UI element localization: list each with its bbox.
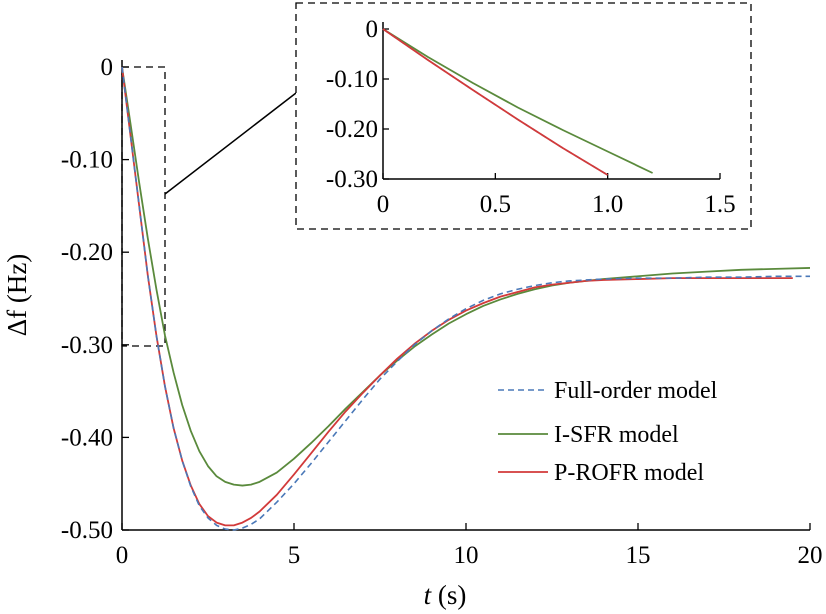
y-tick-label: -0.40: [61, 424, 113, 451]
y-tick-label: 0: [101, 54, 114, 81]
legend-label-p-rofr: P-ROFR model: [554, 460, 704, 486]
series-line-full-order-model: [121, 66, 810, 531]
y-ticks: 0 -0.10 -0.20 -0.30 -0.40 -0.50: [61, 54, 129, 544]
y-tick-label: -0.20: [61, 239, 113, 266]
x-tick-label: 20: [798, 542, 823, 569]
series-line-p-rofr-model: [121, 66, 793, 527]
inset-series-line-i-sfr-model: [382, 28, 653, 174]
inset-chart: 0 0.5 1.0 1.5 0 -0.10 -0.20 -0.30: [295, 2, 752, 230]
inset-y-tick-label: 0: [366, 16, 379, 43]
zoom-region-box: [121, 66, 166, 347]
legend-entry-full-order: Full-order model: [498, 378, 718, 404]
x-tick-label: 5: [288, 542, 301, 569]
inset-y-ticks: 0 -0.10 -0.20 -0.30: [326, 16, 389, 193]
x-axis-title: t (s): [424, 580, 467, 610]
inset-x-ticks: 0 0.5 1.0 1.5: [377, 173, 736, 218]
inset-x-tick-label: 0: [377, 191, 390, 218]
inset-series-line-p-rofr-model: [382, 28, 609, 176]
zoom-connector-line: [164, 92, 297, 195]
inset-y-tick-label: -0.30: [326, 166, 378, 193]
y-tick-label: -0.10: [61, 147, 113, 174]
legend-label-i-sfr: I-SFR model: [554, 422, 679, 448]
inset-x-tick-label: 1.5: [704, 191, 735, 218]
series-group: [121, 66, 811, 531]
y-tick-label: -0.30: [61, 332, 113, 359]
x-ticks: 0 5 10 15 20: [116, 523, 823, 569]
inset-x-tick-label: 0.5: [480, 191, 511, 218]
y-tick-label: -0.50: [61, 517, 113, 544]
x-tick-label: 15: [626, 542, 651, 569]
x-tick-label: 10: [454, 542, 479, 569]
legend-entry-i-sfr: I-SFR model: [498, 422, 679, 448]
inset-y-tick-label: -0.20: [326, 116, 378, 143]
y-axis-title: Δf (Hz): [2, 254, 32, 337]
inset-series-group: [382, 28, 653, 176]
inset-y-tick-label: -0.10: [326, 66, 378, 93]
inset-x-tick-label: 1.0: [592, 191, 623, 218]
legend: Full-order model I-SFR model P-ROFR mode…: [498, 378, 718, 486]
legend-entry-p-rofr: P-ROFR model: [498, 460, 704, 486]
x-tick-label: 0: [116, 542, 129, 569]
inset-frame: [295, 2, 752, 230]
legend-label-full-order: Full-order model: [554, 378, 718, 404]
